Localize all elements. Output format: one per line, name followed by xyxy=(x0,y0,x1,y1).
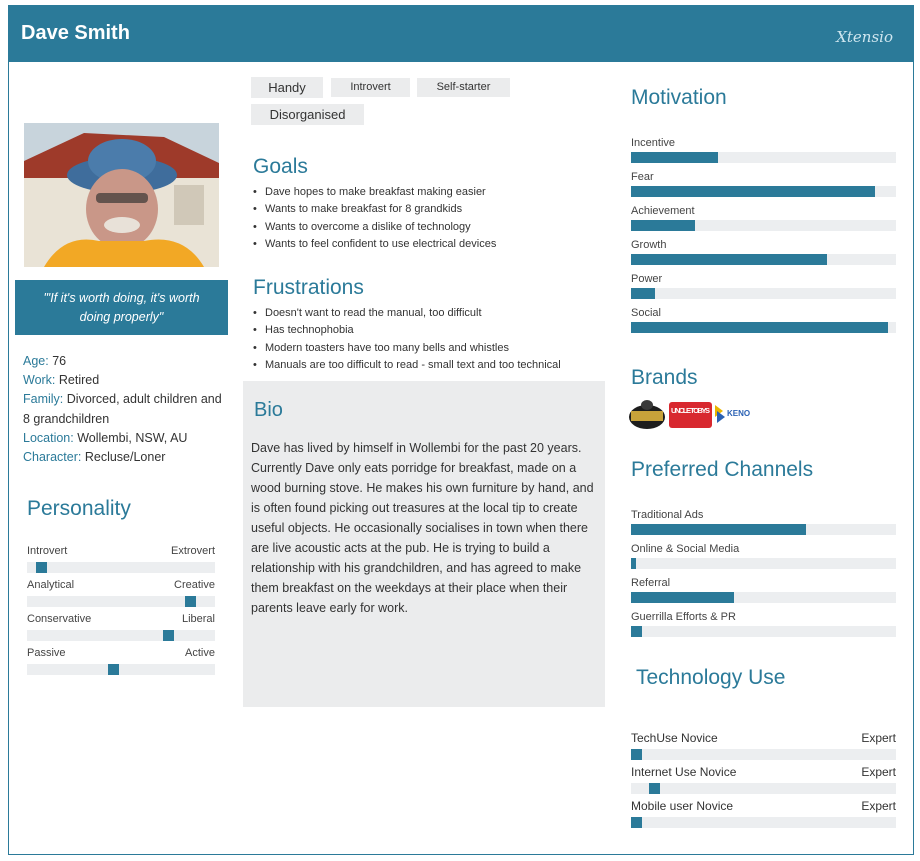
meter-fill xyxy=(631,152,719,163)
fact-work: Work: Retired xyxy=(23,373,100,388)
frustrations-title: Frustrations xyxy=(253,276,364,299)
brand-logos: UNCLE TOBYS KENO xyxy=(627,399,767,431)
personality-title: Personality xyxy=(27,497,131,520)
fact-family: Family: Divorced, adult children and 8 g… xyxy=(23,392,222,426)
goals-title: Goals xyxy=(253,155,308,178)
brand-logo-uncle-tobys: UNCLE TOBYS xyxy=(669,402,712,428)
goals-list: Dave hopes to make breakfast making easi… xyxy=(251,184,611,253)
list-item: Manuals are too difficult to read - smal… xyxy=(251,357,611,374)
meter-fill xyxy=(631,592,735,603)
meter-fill xyxy=(631,288,655,299)
channels-title: Preferred Channels xyxy=(631,458,814,481)
list-item: Doesn't want to read the manual, too dif… xyxy=(251,305,611,322)
svg-text:KENO: KENO xyxy=(727,409,750,418)
tag-chip: Self-starter xyxy=(417,78,510,97)
motivation-meter: Social xyxy=(631,307,896,333)
brand-logo-badge xyxy=(629,400,665,429)
channel-meter: Referral xyxy=(631,577,896,603)
bio-text: Dave has lived by himself in Wollembi fo… xyxy=(251,441,594,615)
persona-facts: Age: 76 Work: Retired Family: Divorced, … xyxy=(23,352,223,467)
personality-scale: Conservative Liberal xyxy=(27,613,215,641)
scale-marker xyxy=(184,596,196,607)
brand-logo-keno: KENO xyxy=(715,405,750,423)
tag-chip: Handy xyxy=(251,77,323,98)
meter-fill xyxy=(631,186,875,197)
brands-title: Brands xyxy=(631,366,698,389)
personality-scale: Analytical Creative xyxy=(27,579,215,607)
meter-fill xyxy=(631,220,695,231)
scale-marker xyxy=(163,630,175,641)
channel-meter: Online & Social Media xyxy=(631,543,896,569)
technology-scale: Mobile user Novice Expert xyxy=(631,799,896,828)
fact-character: Character: Recluse/Loner xyxy=(23,450,166,465)
motivation-meter: Fear xyxy=(631,171,896,197)
meter-fill xyxy=(631,626,642,637)
technology-scale: Internet Use Novice Expert xyxy=(631,765,896,794)
personality-scale: Passive Active xyxy=(27,647,215,675)
tag-chip: Disorganised xyxy=(251,104,364,125)
list-item: Wants to make breakfast for 8 grandkids xyxy=(251,201,611,218)
persona-quote: "'If it's worth doing, it's worth doing … xyxy=(15,280,228,335)
motivation-meter: Power xyxy=(631,273,896,299)
personality-scale: Introvert Extrovert xyxy=(27,545,215,573)
motivation-meter: Growth xyxy=(631,239,896,265)
persona-card: Dave Smith Xtensio "'If it's worth doing… xyxy=(8,5,914,855)
scale-marker xyxy=(631,817,642,828)
list-item: Has technophobia xyxy=(251,322,611,339)
fact-location: Location: Wollembi, NSW, AU xyxy=(23,430,188,445)
brand-logo: Xtensio xyxy=(836,28,893,46)
frustrations-list: Doesn't want to read the manual, too dif… xyxy=(251,305,611,374)
scale-marker xyxy=(648,783,660,794)
bio-panel: Bio Dave has lived by himself in Wollemb… xyxy=(243,381,605,707)
scale-marker xyxy=(108,664,120,675)
technology-scale: TechUse Novice Expert xyxy=(631,731,896,760)
meter-fill xyxy=(631,322,889,333)
channel-meter: Guerrilla Efforts & PR xyxy=(631,611,896,637)
svg-text:UNCLE TOBYS: UNCLE TOBYS xyxy=(671,406,710,415)
list-item: Modern toasters have too many bells and … xyxy=(251,340,611,357)
technology-title: Technology Use xyxy=(636,666,786,689)
list-item: Wants to overcome a dislike of technolog… xyxy=(251,219,611,236)
motivation-title: Motivation xyxy=(631,86,727,109)
fact-age: Age: 76 xyxy=(23,354,67,368)
persona-photo xyxy=(24,123,219,267)
scale-marker xyxy=(631,749,642,760)
meter-fill xyxy=(631,524,806,535)
persona-name: Dave Smith xyxy=(21,22,130,44)
list-item: Dave hopes to make breakfast making easi… xyxy=(251,184,611,201)
meter-fill xyxy=(631,558,637,569)
header-bar: Dave Smith Xtensio xyxy=(9,6,913,62)
bio-title: Bio xyxy=(254,399,283,421)
scale-marker xyxy=(35,562,47,573)
motivation-meter: Incentive xyxy=(631,137,896,163)
list-item: Wants to feel confident to use electrica… xyxy=(251,236,611,253)
meter-fill xyxy=(631,254,828,265)
motivation-meter: Achievement xyxy=(631,205,896,231)
tag-chip: Introvert xyxy=(331,78,410,97)
channel-meter: Traditional Ads xyxy=(631,509,896,535)
